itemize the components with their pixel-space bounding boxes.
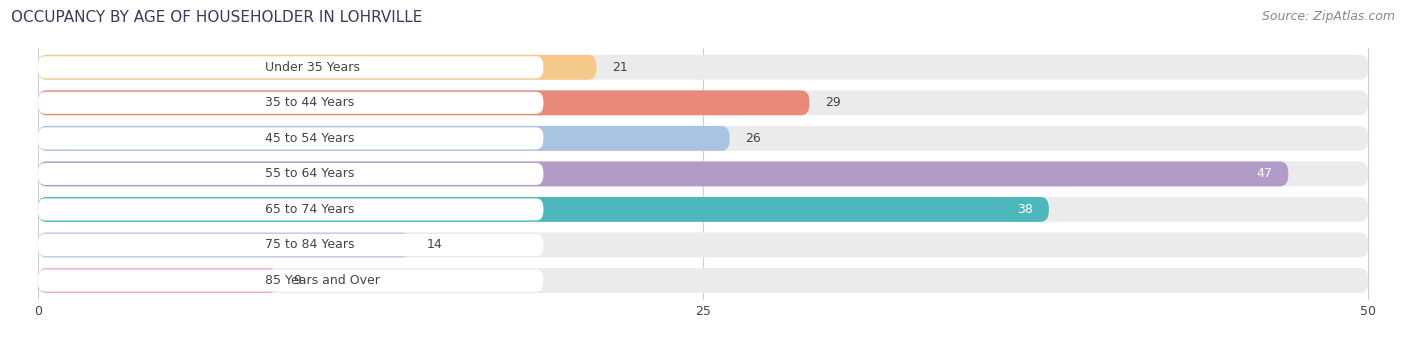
FancyBboxPatch shape	[38, 234, 543, 256]
FancyBboxPatch shape	[38, 162, 1288, 186]
FancyBboxPatch shape	[38, 269, 543, 292]
Text: 38: 38	[1017, 203, 1033, 216]
Text: 29: 29	[825, 96, 841, 109]
FancyBboxPatch shape	[38, 162, 1368, 186]
Text: 35 to 44 Years: 35 to 44 Years	[266, 96, 354, 109]
FancyBboxPatch shape	[38, 55, 596, 80]
FancyBboxPatch shape	[38, 163, 543, 185]
FancyBboxPatch shape	[38, 197, 1049, 222]
FancyBboxPatch shape	[38, 268, 1368, 293]
FancyBboxPatch shape	[38, 126, 730, 151]
Text: 65 to 74 Years: 65 to 74 Years	[266, 203, 354, 216]
Text: 14: 14	[426, 238, 441, 252]
FancyBboxPatch shape	[38, 233, 1368, 257]
FancyBboxPatch shape	[38, 233, 411, 257]
FancyBboxPatch shape	[38, 126, 1368, 151]
Text: Under 35 Years: Under 35 Years	[266, 61, 360, 74]
FancyBboxPatch shape	[38, 268, 277, 293]
Text: 45 to 54 Years: 45 to 54 Years	[266, 132, 354, 145]
Text: 47: 47	[1257, 167, 1272, 180]
FancyBboxPatch shape	[38, 56, 543, 78]
Text: 85 Years and Over: 85 Years and Over	[266, 274, 380, 287]
FancyBboxPatch shape	[38, 197, 1368, 222]
Text: 55 to 64 Years: 55 to 64 Years	[266, 167, 354, 180]
FancyBboxPatch shape	[38, 127, 543, 149]
FancyBboxPatch shape	[38, 198, 543, 221]
Text: 26: 26	[745, 132, 761, 145]
FancyBboxPatch shape	[38, 90, 810, 115]
FancyBboxPatch shape	[38, 92, 543, 114]
Text: 21: 21	[613, 61, 628, 74]
Text: 9: 9	[294, 274, 301, 287]
Text: Source: ZipAtlas.com: Source: ZipAtlas.com	[1261, 10, 1395, 23]
FancyBboxPatch shape	[38, 55, 1368, 80]
FancyBboxPatch shape	[38, 90, 1368, 115]
Text: 75 to 84 Years: 75 to 84 Years	[266, 238, 354, 252]
Text: OCCUPANCY BY AGE OF HOUSEHOLDER IN LOHRVILLE: OCCUPANCY BY AGE OF HOUSEHOLDER IN LOHRV…	[11, 10, 423, 25]
